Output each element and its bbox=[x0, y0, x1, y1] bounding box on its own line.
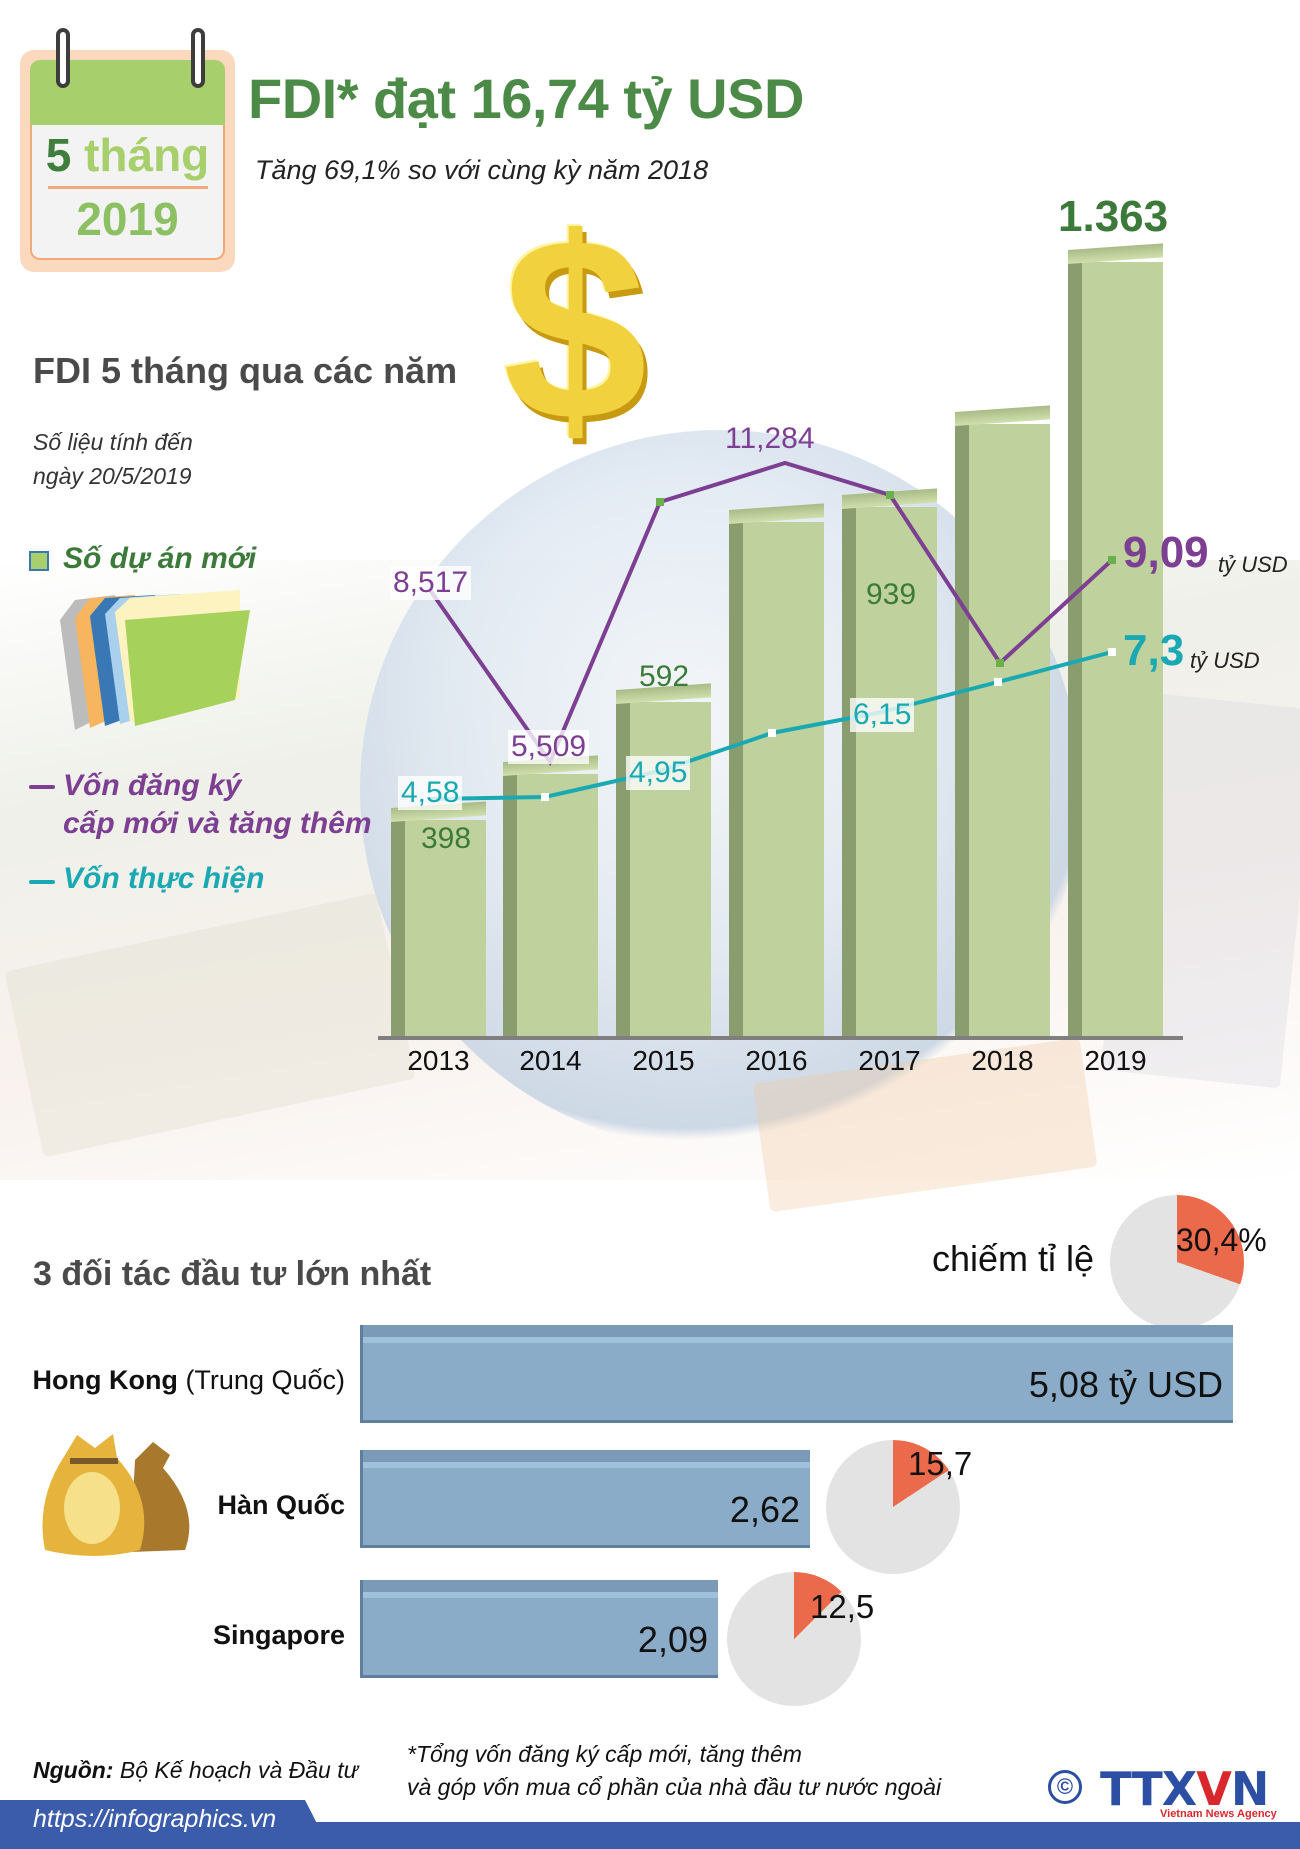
month-number: 5 bbox=[45, 129, 72, 181]
label-projects-2019: 1.363 bbox=[1058, 192, 1169, 241]
ttxvn-logo: TTXVN bbox=[1100, 1762, 1269, 1816]
note-line: ngày 20/5/2019 bbox=[33, 463, 192, 489]
month-word: tháng bbox=[84, 129, 210, 181]
partner-bar-hongkong: 5,08 tỷ USD bbox=[360, 1325, 1233, 1423]
calendar-ring-icon bbox=[56, 28, 70, 88]
copyright-icon: © bbox=[1048, 1770, 1082, 1804]
legend-line: Vốn đăng ký bbox=[63, 769, 242, 802]
chart-title: FDI 5 tháng qua các năm bbox=[33, 350, 458, 391]
share-label-hongkong: 30,4% bbox=[1176, 1222, 1267, 1258]
label-registered-2019: 9,09 bbox=[1123, 528, 1209, 577]
unit-registered: tỷ USD bbox=[1218, 552, 1288, 577]
bar-2019 bbox=[1068, 243, 1163, 1038]
legend-dash-disbursed bbox=[29, 880, 55, 884]
share-pie-korea bbox=[826, 1440, 960, 1574]
calendar-month: 5 tháng bbox=[30, 128, 225, 182]
page-subtitle: Tăng 69,1% so với cùng kỳ năm 2018 bbox=[255, 155, 709, 185]
partner-bar-korea: 2,62 bbox=[360, 1450, 810, 1548]
legend-dash-registered bbox=[29, 785, 55, 789]
folders-icon bbox=[60, 590, 250, 730]
source-credit: Nguồn: Bộ Kế hoạch và Đầu tư bbox=[33, 1757, 358, 1784]
label-registered-2013: 8,517 bbox=[390, 566, 472, 600]
partner-name: Hong Kong bbox=[32, 1365, 178, 1395]
footer-url-tab bbox=[0, 1800, 330, 1849]
x-axis-line bbox=[378, 1036, 1183, 1040]
dollar-sign-icon: $ bbox=[502, 185, 648, 475]
registered-capital-line bbox=[428, 460, 1114, 767]
year-label: 2018 bbox=[971, 1045, 1034, 1076]
bar-chart bbox=[391, 243, 1163, 1038]
year-label: 2013 bbox=[407, 1045, 470, 1076]
logo-text: N bbox=[1230, 1762, 1269, 1816]
partner-name: Hàn Quốc bbox=[217, 1490, 345, 1520]
share-pie-singapore bbox=[727, 1572, 861, 1706]
year-label: 2016 bbox=[745, 1045, 808, 1076]
partner-value: 2,09 bbox=[637, 1619, 708, 1660]
footnote-line: *Tổng vốn đăng ký cấp mới, tăng thêm bbox=[407, 1741, 802, 1767]
bar-2018 bbox=[955, 405, 1050, 1038]
share-label-korea: 15,7 bbox=[908, 1445, 973, 1482]
note-line: Số liệu tính đến bbox=[33, 429, 193, 455]
label-registered-2014: 5,509 bbox=[508, 730, 590, 764]
label-projects-2017: 939 bbox=[866, 578, 917, 611]
partner-name: Singapore bbox=[212, 1620, 345, 1650]
partner-name-korea: Hàn Quốc bbox=[217, 1490, 345, 1521]
label-projects-2015: 592 bbox=[639, 660, 690, 693]
footnote-line: và góp vốn mua cổ phần của nhà đầu tư nư… bbox=[407, 1774, 942, 1800]
calendar-page bbox=[30, 125, 225, 260]
line-series bbox=[428, 460, 1116, 801]
source-label: Nguồn: bbox=[33, 1757, 114, 1783]
year-label: 2019 bbox=[1084, 1045, 1147, 1076]
label-projects-2013: 398 bbox=[421, 822, 472, 855]
partner-name-suffix: (Trung Quốc) bbox=[177, 1365, 345, 1395]
legend-projects: Số dự án mới bbox=[63, 542, 257, 575]
label-disbursed-2019: 7,3 bbox=[1123, 626, 1185, 675]
unit-disbursed: tỷ USD bbox=[1190, 648, 1260, 673]
logo-subtitle: Vietnam News Agency bbox=[1160, 1808, 1277, 1820]
legend-disbursed: Vốn thực hiện bbox=[63, 862, 265, 895]
website-link[interactable]: https://infographics.vn bbox=[33, 1805, 277, 1833]
disbursed-capital-line bbox=[429, 650, 1113, 801]
partner-name-singapore: Singapore bbox=[213, 1620, 345, 1651]
page-title: FDI* đạt 16,74 tỷ USD bbox=[248, 67, 804, 130]
bar-2014 bbox=[503, 755, 598, 1038]
share-label-singapore: 12,5 bbox=[810, 1588, 875, 1625]
year-label: 2017 bbox=[858, 1045, 921, 1076]
partners-title: 3 đối tác đầu tư lớn nhất bbox=[33, 1255, 432, 1293]
money-bags-icon bbox=[42, 1434, 190, 1556]
partner-value: 5,08 tỷ USD bbox=[1028, 1364, 1223, 1405]
label-disbursed-2013: 4,58 bbox=[398, 776, 463, 810]
partner-bar-singapore: 2,09 bbox=[360, 1580, 718, 1678]
source-value: Bộ Kế hoạch và Đầu tư bbox=[113, 1757, 359, 1783]
logo-text: TTX bbox=[1100, 1762, 1197, 1816]
label-disbursed-2015: 4,95 bbox=[626, 756, 691, 790]
year-label: 2015 bbox=[632, 1045, 695, 1076]
calendar-divider bbox=[48, 186, 208, 189]
share-caption: chiếm tỉ lệ bbox=[932, 1238, 1095, 1279]
year-label: 2014 bbox=[519, 1045, 582, 1076]
calendar-year: 2019 bbox=[76, 193, 179, 245]
calendar-ring-icon bbox=[191, 28, 205, 88]
partner-value: 2,62 bbox=[729, 1489, 800, 1530]
logo-text: V bbox=[1196, 1762, 1232, 1816]
legend-line: cấp mới và tăng thêm bbox=[63, 807, 372, 840]
bar-2013 bbox=[391, 801, 486, 1038]
bar-2017 bbox=[842, 488, 937, 1038]
footnote: *Tổng vốn đăng ký cấp mới, tăng thêm và … bbox=[407, 1738, 941, 1804]
legend-registered: Vốn đăng ký cấp mới và tăng thêm bbox=[63, 767, 372, 843]
label-registered-2016: 11,284 bbox=[725, 422, 815, 455]
legend-swatch-projects bbox=[29, 551, 49, 571]
data-date-note: Số liệu tính đến ngày 20/5/2019 bbox=[33, 425, 193, 493]
partner-name-hongkong: Hong Kong (Trung Quốc) bbox=[32, 1365, 345, 1396]
share-pie-hongkong bbox=[1110, 1195, 1244, 1329]
label-disbursed-2017: 6,15 bbox=[850, 698, 915, 732]
bar-2016 bbox=[729, 503, 824, 1038]
